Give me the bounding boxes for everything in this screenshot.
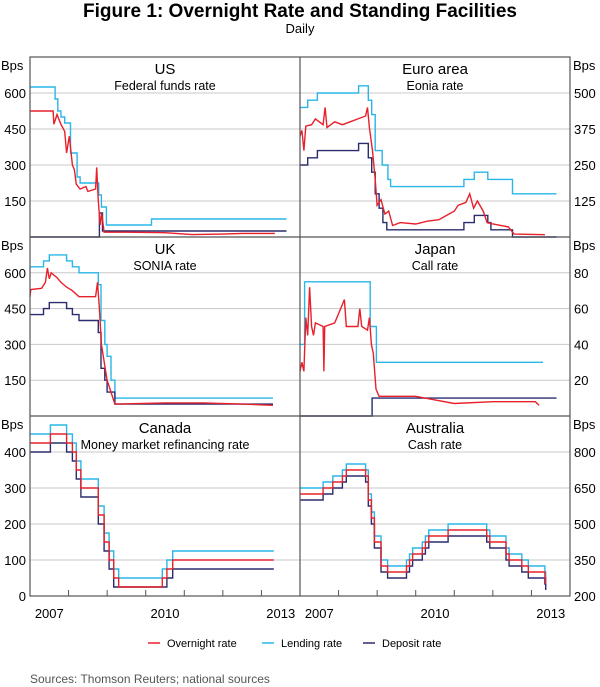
y-tick-label-australia: 650 xyxy=(574,481,596,496)
series-line-overnight-canada xyxy=(30,433,274,588)
y-tick-label-canada: 0 xyxy=(19,589,26,604)
unit-label-uk: Bps xyxy=(1,238,24,253)
series-line-overnight-us xyxy=(30,110,275,236)
legend-label-deposit: Deposit rate xyxy=(382,638,441,650)
y-tick-label-japan: 80 xyxy=(574,266,588,281)
y-tick-label-japan: 60 xyxy=(574,302,588,317)
unit-label-euro: Bps xyxy=(573,58,596,73)
panel-subtitle-japan: Call rate xyxy=(412,259,459,273)
series-line-overnight-australia xyxy=(300,469,547,584)
figure-title: Figure 1: Overnight Rate and Standing Fa… xyxy=(83,1,517,22)
unit-label-australia: Bps xyxy=(573,417,596,432)
y-tick-label-uk: 450 xyxy=(4,302,26,317)
figure-subtitle: Daily xyxy=(285,21,315,36)
y-tick-label-us: 150 xyxy=(4,194,26,209)
legend-label-overnight: Overnight rate xyxy=(167,638,237,650)
panel-title-us: US xyxy=(155,61,176,78)
series-line-lending-euro xyxy=(300,85,557,195)
y-tick-label-euro: 125 xyxy=(574,194,596,209)
y-tick-label-australia: 500 xyxy=(574,517,596,532)
x-tick-label: 2007 xyxy=(305,606,334,621)
panel-title-canada: Canada xyxy=(139,420,192,437)
unit-label-us: Bps xyxy=(1,58,24,73)
y-tick-label-australia: 350 xyxy=(574,553,596,568)
panel-subtitle-us: Federal funds rate xyxy=(114,79,215,93)
panel-subtitle-uk: SONIA rate xyxy=(133,259,196,273)
x-tick-label: 2010 xyxy=(151,606,180,621)
series-line-deposit-canada xyxy=(30,442,274,588)
series-line-deposit-japan xyxy=(300,397,557,417)
y-tick-label-us: 600 xyxy=(4,86,26,101)
y-tick-label-canada: 300 xyxy=(4,481,26,496)
panel-title-euro: Euro area xyxy=(402,61,469,78)
series-line-lending-uk xyxy=(30,254,273,399)
series-line-deposit-uk xyxy=(30,301,273,405)
panel-subtitle-euro: Eonia rate xyxy=(407,79,464,93)
sources-note: Sources: Thomson Reuters; national sourc… xyxy=(30,672,270,686)
x-tick-label: 2013 xyxy=(536,606,565,621)
y-tick-label-australia: 200 xyxy=(574,589,596,604)
y-tick-label-canada: 400 xyxy=(4,445,26,460)
y-tick-label-euro: 250 xyxy=(574,158,596,173)
series-line-lending-us xyxy=(30,86,287,226)
panel-title-uk: UK xyxy=(155,241,176,258)
y-tick-label-japan: 40 xyxy=(574,337,588,352)
y-tick-label-us: 300 xyxy=(4,158,26,173)
panel-title-japan: Japan xyxy=(415,241,456,258)
series-line-overnight-uk xyxy=(29,267,274,406)
y-tick-label-euro: 500 xyxy=(574,86,596,101)
panel-subtitle-australia: Cash rate xyxy=(408,438,462,452)
y-tick-label-euro: 375 xyxy=(574,122,596,137)
series-line-overnight-euro xyxy=(299,107,545,236)
y-tick-label-canada: 100 xyxy=(4,553,26,568)
x-tick-label: 2010 xyxy=(421,606,450,621)
y-tick-label-uk: 600 xyxy=(4,266,26,281)
series-line-deposit-australia xyxy=(300,475,547,590)
y-tick-label-uk: 150 xyxy=(4,373,26,388)
y-tick-label-australia: 800 xyxy=(574,445,596,460)
x-tick-label: 2013 xyxy=(266,606,295,621)
y-tick-label-us: 450 xyxy=(4,122,26,137)
panel-title-australia: Australia xyxy=(406,420,465,437)
panel-subtitle-canada: Money market refinancing rate xyxy=(81,438,250,452)
series-line-lending-japan xyxy=(300,281,543,363)
unit-label-canada: Bps xyxy=(1,417,24,432)
series-line-deposit-euro xyxy=(300,142,557,238)
legend-label-lending: Lending rate xyxy=(281,638,342,650)
y-tick-label-canada: 200 xyxy=(4,517,26,532)
y-tick-label-uk: 300 xyxy=(4,337,26,352)
y-tick-label-japan: 20 xyxy=(574,373,588,388)
unit-label-japan: Bps xyxy=(573,238,596,253)
x-tick-label: 2007 xyxy=(35,606,64,621)
series-line-overnight-japan xyxy=(299,287,540,406)
